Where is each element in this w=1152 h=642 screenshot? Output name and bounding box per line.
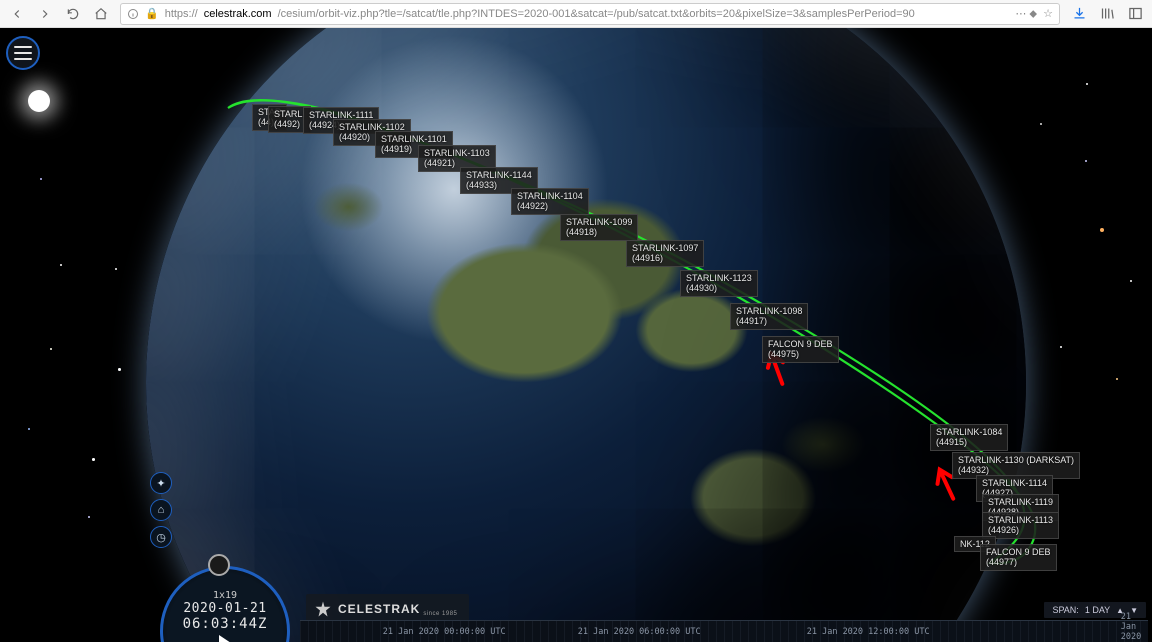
satellite-id: (44926) (988, 525, 1053, 535)
satellite-name: STARLINK-1113 (988, 515, 1053, 525)
timeline-tick: 21 Jan 2020 12:00:00 UTC (807, 627, 930, 637)
satellite-name: STARLINK-1114 (982, 478, 1047, 488)
timeline-tick: 21 Jan 2020 06:00:00 UTC (578, 627, 701, 637)
satellite-id: (44930) (686, 283, 752, 293)
url-scheme: https:// (165, 8, 198, 20)
satellite-name: STARLI (274, 109, 305, 119)
satellite-id: (44915) (936, 437, 1002, 447)
home-button[interactable] (92, 5, 110, 23)
satellite-id: (44977) (986, 557, 1051, 567)
clock-date: 2020-01-21 (183, 601, 266, 616)
menu-button[interactable] (6, 36, 40, 70)
satellite-name: STARLINK-1130 (DARKSAT) (958, 455, 1074, 465)
home-view-button[interactable]: ⌂ (150, 499, 172, 521)
satellite-id: (44916) (632, 253, 698, 263)
timeline-tick: 21 Jan 2020 1 (1121, 612, 1141, 642)
satellite-name: STARLINK-1104 (517, 191, 583, 201)
satellite-label[interactable]: FALCON 9 DEB(44977) (980, 544, 1057, 571)
forward-button[interactable] (36, 5, 54, 23)
cesium-viewport[interactable]: STAR(44)STARLI(4492)STARLINK-1111(44924)… (0, 28, 1152, 642)
url-bar[interactable]: 🔒 https:// celestrak.com/cesium/orbit-viz… (120, 3, 1060, 25)
bookmark-icon[interactable]: ☆ (1043, 7, 1053, 20)
view-controls: ✦ ⌂ ◷ (150, 472, 172, 548)
satellite-name: FALCON 9 DEB (986, 547, 1051, 557)
satellite-view-button[interactable]: ✦ (150, 472, 172, 494)
satellite-id: (44922) (517, 201, 583, 211)
satellite-name: STARLINK-1099 (566, 217, 632, 227)
history-button[interactable]: ◷ (150, 526, 172, 548)
satellite-name: STARLINK-1084 (936, 427, 1002, 437)
download-icon[interactable] (1070, 5, 1088, 23)
back-button[interactable] (8, 5, 26, 23)
satellite-name: STARLINK-1119 (988, 497, 1053, 507)
lock-icon: 🔒 (145, 7, 159, 20)
play-button[interactable] (219, 635, 231, 642)
star-icon (314, 600, 332, 618)
satellite-name: STARLINK-1144 (466, 170, 532, 180)
satellite-id: (44917) (736, 316, 802, 326)
brand-name: CELESTRAK (338, 602, 420, 616)
timeline[interactable]: 21 Jan 2020 00:00:00 UTC 21 Jan 2020 06:0… (300, 620, 1148, 642)
satellite-label[interactable]: STARLINK-1084(44915) (930, 424, 1008, 451)
clock-time: 06:03:44Z (183, 616, 268, 632)
url-path: /cesium/orbit-viz.php?tle=/satcat/tle.ph… (278, 8, 915, 20)
satellite-label[interactable]: FALCON 9 DEB(44975) (762, 336, 839, 363)
satellite-name: STARLINK-1098 (736, 306, 802, 316)
satellite-name: STARLINK-1103 (424, 148, 490, 158)
url-domain: celestrak.com (204, 8, 272, 20)
clock-rate: 1x19 (213, 590, 237, 601)
span-label: SPAN: (1052, 605, 1078, 615)
satellite-label[interactable]: STARLINK-1097(44916) (626, 240, 704, 267)
animation-clock[interactable]: 1x19 2020-01-21 06:03:44Z (160, 566, 290, 642)
satellite-label[interactable]: STARLINK-1113(44926) (982, 512, 1059, 539)
info-icon (127, 8, 139, 20)
satellite-label[interactable]: STARLINK-1098(44917) (730, 303, 808, 330)
satellite-label[interactable]: STARLINK-1104(44922) (511, 188, 589, 215)
reader-mode-icon[interactable]: ⋯ ⬥ (1015, 7, 1037, 21)
brand-sub: since 1985 (423, 611, 457, 617)
timeline-tick: 21 Jan 2020 00:00:00 UTC (383, 627, 506, 637)
satellite-id: (4492) (274, 119, 305, 129)
satellite-label[interactable]: STARLINK-1099(44918) (560, 214, 638, 241)
library-icon[interactable] (1098, 5, 1116, 23)
sidebar-icon[interactable] (1126, 5, 1144, 23)
satellite-name: STARLINK-1097 (632, 243, 698, 253)
satellite-label[interactable]: STARLINK-1123(44930) (680, 270, 758, 297)
reload-button[interactable] (64, 5, 82, 23)
satellite-name: STARLINK-1123 (686, 273, 752, 283)
span-value: 1 DAY (1085, 605, 1110, 615)
satellite-id: (44975) (768, 349, 833, 359)
browser-toolbar: 🔒 https:// celestrak.com/cesium/orbit-viz… (0, 0, 1152, 28)
satellite-name: FALCON 9 DEB (768, 339, 833, 349)
satellite-id: (44918) (566, 227, 632, 237)
satellite-name: STARLINK-1101 (381, 134, 447, 144)
